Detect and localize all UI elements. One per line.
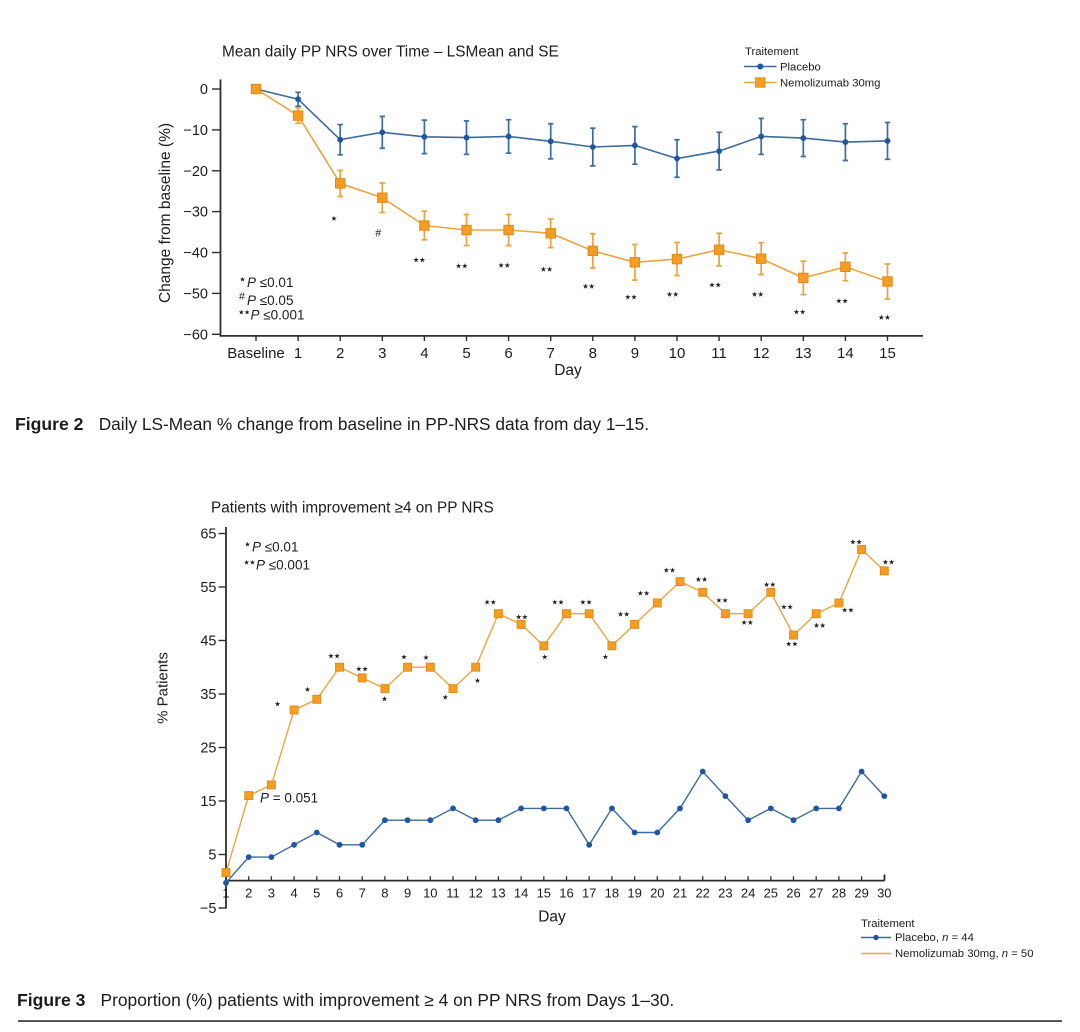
svg-text:P ≤0.01: P ≤0.01 — [247, 275, 293, 290]
svg-text:3: 3 — [268, 886, 275, 901]
svg-text:9: 9 — [631, 345, 639, 362]
svg-text:21: 21 — [673, 886, 687, 901]
svg-text:Proportion (%) patients with i: Proportion (%) patients with improvement… — [101, 990, 675, 1010]
svg-text:−5: −5 — [200, 901, 217, 917]
svg-text:15: 15 — [879, 345, 896, 362]
svg-text:0: 0 — [200, 82, 208, 98]
svg-text:28: 28 — [832, 886, 846, 901]
svg-text:65: 65 — [200, 527, 216, 543]
svg-text:17: 17 — [582, 886, 596, 901]
svg-text:19: 19 — [627, 886, 641, 901]
svg-text:Figure 2: Figure 2 — [15, 414, 84, 434]
svg-text:5: 5 — [313, 886, 320, 901]
svg-text:3: 3 — [378, 345, 386, 362]
svg-text:5: 5 — [462, 345, 470, 362]
svg-text:45: 45 — [200, 634, 216, 650]
svg-text:P = 0.051: P = 0.051 — [260, 791, 318, 806]
svg-text:11: 11 — [446, 886, 460, 901]
svg-text:−20: −20 — [183, 164, 208, 180]
svg-text:4: 4 — [290, 886, 297, 901]
svg-text:Placebo: Placebo — [780, 61, 821, 73]
svg-text:Day: Day — [538, 908, 566, 925]
svg-text:24: 24 — [741, 886, 755, 901]
svg-text:11: 11 — [711, 345, 727, 362]
svg-text:35: 35 — [200, 687, 216, 703]
svg-text:4: 4 — [420, 345, 428, 362]
svg-text:−60: −60 — [183, 327, 208, 343]
svg-text:% Patients: % Patients — [155, 652, 172, 724]
svg-text:−50: −50 — [183, 286, 208, 302]
svg-text:−10: −10 — [183, 123, 208, 139]
svg-text:20: 20 — [650, 886, 664, 901]
svg-text:P ≤0.01: P ≤0.01 — [252, 540, 298, 555]
svg-text:27: 27 — [809, 886, 823, 901]
svg-text:25: 25 — [764, 886, 778, 901]
svg-text:1: 1 — [222, 886, 229, 901]
svg-text:P ≤0.001: P ≤0.001 — [251, 308, 305, 323]
svg-text:Baseline: Baseline — [227, 345, 285, 362]
svg-text:23: 23 — [718, 886, 732, 901]
svg-text:7: 7 — [547, 345, 555, 362]
svg-text:7: 7 — [359, 886, 366, 901]
svg-text:55: 55 — [200, 580, 216, 596]
svg-text:12: 12 — [468, 886, 482, 901]
svg-text:Mean daily PP NRS over Time –: Mean daily PP NRS over Time – LSMean and… — [222, 44, 559, 61]
svg-text:12: 12 — [753, 345, 770, 362]
svg-text:2: 2 — [245, 886, 252, 901]
svg-text:22: 22 — [695, 886, 709, 901]
svg-text:8: 8 — [589, 345, 597, 362]
svg-text:#: # — [375, 228, 382, 240]
svg-text:10: 10 — [669, 345, 686, 362]
svg-text:−30: −30 — [183, 205, 208, 221]
svg-text:#: # — [239, 291, 245, 303]
svg-text:P ≤0.05: P ≤0.05 — [247, 293, 293, 308]
svg-text:Change from baseline (%): Change from baseline (%) — [157, 123, 174, 303]
svg-text:Placebo, n = 44: Placebo, n = 44 — [895, 932, 974, 944]
svg-text:6: 6 — [336, 886, 343, 901]
svg-text:Patients with improvement ≥4 o: Patients with improvement ≥4 on PP NRS — [211, 500, 494, 517]
svg-text:Nemolizumab 30mg: Nemolizumab 30mg — [780, 77, 880, 89]
svg-text:18: 18 — [605, 886, 619, 901]
svg-text:15: 15 — [200, 794, 216, 810]
svg-text:5: 5 — [208, 848, 216, 864]
svg-text:10: 10 — [423, 886, 437, 901]
svg-text:14: 14 — [837, 345, 854, 362]
svg-text:16: 16 — [559, 886, 573, 901]
svg-text:8: 8 — [381, 886, 388, 901]
svg-text:P ≤0.001: P ≤0.001 — [256, 558, 310, 573]
svg-text:Day: Day — [554, 362, 582, 379]
svg-text:14: 14 — [514, 886, 528, 901]
svg-text:2: 2 — [336, 345, 344, 362]
svg-text:30: 30 — [877, 886, 891, 901]
svg-text:13: 13 — [795, 345, 812, 362]
svg-text:Traitement: Traitement — [745, 46, 799, 58]
svg-text:Daily LS-Mean % change from ba: Daily LS-Mean % change from baseline in … — [99, 414, 649, 434]
svg-text:9: 9 — [404, 886, 411, 901]
svg-text:15: 15 — [537, 886, 551, 901]
svg-text:6: 6 — [504, 345, 512, 362]
svg-text:13: 13 — [491, 886, 505, 901]
svg-text:Figure 3: Figure 3 — [17, 990, 86, 1010]
svg-text:25: 25 — [200, 741, 216, 757]
svg-text:−40: −40 — [183, 246, 208, 262]
svg-text:26: 26 — [786, 886, 800, 901]
svg-text:29: 29 — [854, 886, 868, 901]
svg-text:Traitement: Traitement — [861, 918, 915, 930]
svg-text:1: 1 — [294, 345, 302, 362]
svg-text:Nemolizumab 30mg, n = 50: Nemolizumab 30mg, n = 50 — [895, 948, 1034, 960]
